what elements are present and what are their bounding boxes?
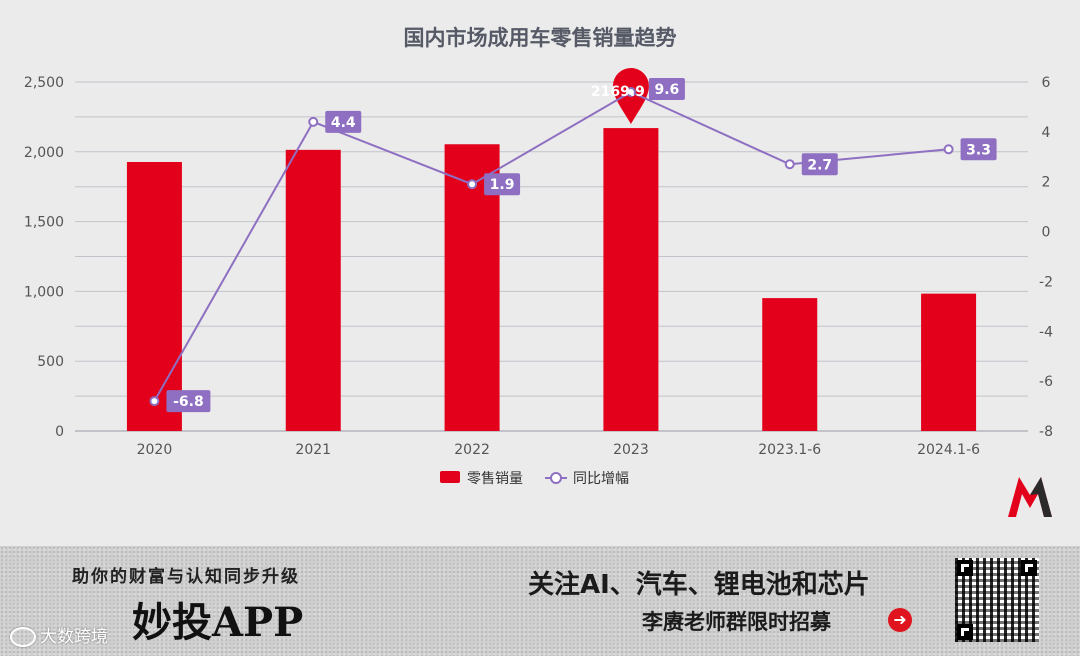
y-right-tick-label: 0 [1042,225,1051,241]
y-right-tick-label: 6 [1042,75,1051,91]
line-data-label-box [325,110,362,133]
line-series [153,90,949,402]
line-point [467,179,478,190]
y-left-tick-label: 1,500 [24,215,64,231]
line-data-label: 3.3 [966,142,991,158]
line-data-label: 2.7 [807,157,832,173]
y-left-tick-label: 2,500 [24,75,64,91]
line-data-label: 4.4 [331,115,356,131]
banner-recruit-text: 李赓老师群限时招募 [642,610,831,634]
line-point [149,396,160,407]
banner-focus-text: 关注AI、汽车、锂电池和芯片 [528,570,870,600]
bar [126,161,182,432]
line-point [308,116,319,127]
line-point [784,159,795,170]
line-data-label: 1.9 [490,177,515,193]
legend-label: 同比增幅 [573,471,629,487]
watermark-text: 大数跨境 [40,627,108,647]
legend: 零售销量 同比增幅 [440,471,629,487]
arrow-right-icon[interactable]: ➜ [888,608,912,632]
promo-banner: 助你的财富与认知同步升级 妙投APP 大数跨境 关注AI、汽车、锂电池和芯片 李… [0,546,1080,656]
line-data-label-box [801,153,838,176]
line-data-label: 9.6 [655,82,680,98]
y-right-tick-label: -2 [1039,274,1053,290]
y-left-tick-label: 2,000 [24,145,64,161]
line-data-label: -6.8 [173,394,204,410]
line-data-label-box [484,173,521,196]
legend-swatch-marker [550,472,562,484]
banner-app-name: 妙投APP [132,599,304,646]
line-data-label-box [648,77,685,100]
y-left-tick-label: 1,000 [24,284,64,300]
legend-swatch-bar [440,471,460,483]
watermark: 大数跨境 [10,622,108,647]
line-data-label-box [960,138,997,161]
y-left-tick-label: 0 [55,424,64,440]
y-left-tick-label: 500 [37,354,64,370]
line-point [943,144,954,155]
chart-title: 国内市场成用车零售销量趋势 [404,26,677,50]
bar [762,298,818,431]
qr-code-icon [955,558,1039,642]
line-point [625,86,636,97]
bar [603,128,659,431]
weibo-icon [10,627,36,647]
bar-data-label: 2169.9 [591,84,645,100]
x-tick-label: 2020 [137,442,173,458]
y-right-tick-label: -4 [1039,324,1053,340]
y-right-tick-label: 4 [1042,125,1051,141]
legend-label: 零售销量 [467,471,523,487]
x-tick-label: 2023 [613,442,649,458]
banner-slogan: 助你的财富与认知同步升级 [72,567,300,587]
bar [921,293,977,431]
x-tick-label: 2023.1-6 [758,442,821,458]
line-data-label-box [166,390,211,413]
x-tick-label: 2022 [454,442,490,458]
y-right-tick-label: 2 [1042,175,1051,191]
y-right-tick-label: -8 [1039,424,1053,440]
y-right-tick-label: -6 [1039,374,1053,390]
chart: 国内市场成用车零售销量趋势 0 500 1,000 1,500 2,000 2,500 -8… [24,26,1053,517]
bar [285,149,341,432]
m-logo-icon [1008,477,1052,517]
x-tick-label: 2024.1-6 [917,442,980,458]
x-tick-label: 2021 [295,442,331,458]
